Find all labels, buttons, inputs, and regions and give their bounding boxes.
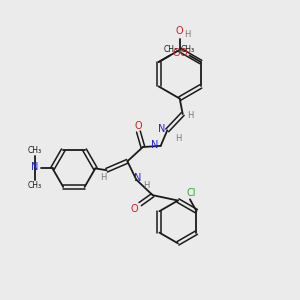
Text: O: O xyxy=(172,48,180,58)
Text: H: H xyxy=(184,30,191,39)
Text: CH₃: CH₃ xyxy=(28,146,42,154)
Text: N: N xyxy=(158,124,166,134)
Text: H: H xyxy=(100,173,107,182)
Text: CH₃: CH₃ xyxy=(164,45,178,54)
Text: CH₃: CH₃ xyxy=(28,181,42,190)
Text: Cl: Cl xyxy=(186,188,196,198)
Text: H: H xyxy=(187,111,194,120)
Text: N: N xyxy=(134,173,142,183)
Text: H: H xyxy=(175,134,182,143)
Text: O: O xyxy=(179,48,187,58)
Text: H: H xyxy=(143,181,149,190)
Text: N: N xyxy=(151,140,158,150)
Text: CH₃: CH₃ xyxy=(181,45,195,54)
Text: O: O xyxy=(175,26,183,36)
Text: O: O xyxy=(134,121,142,130)
Text: N: N xyxy=(31,162,38,172)
Text: O: O xyxy=(130,204,138,214)
